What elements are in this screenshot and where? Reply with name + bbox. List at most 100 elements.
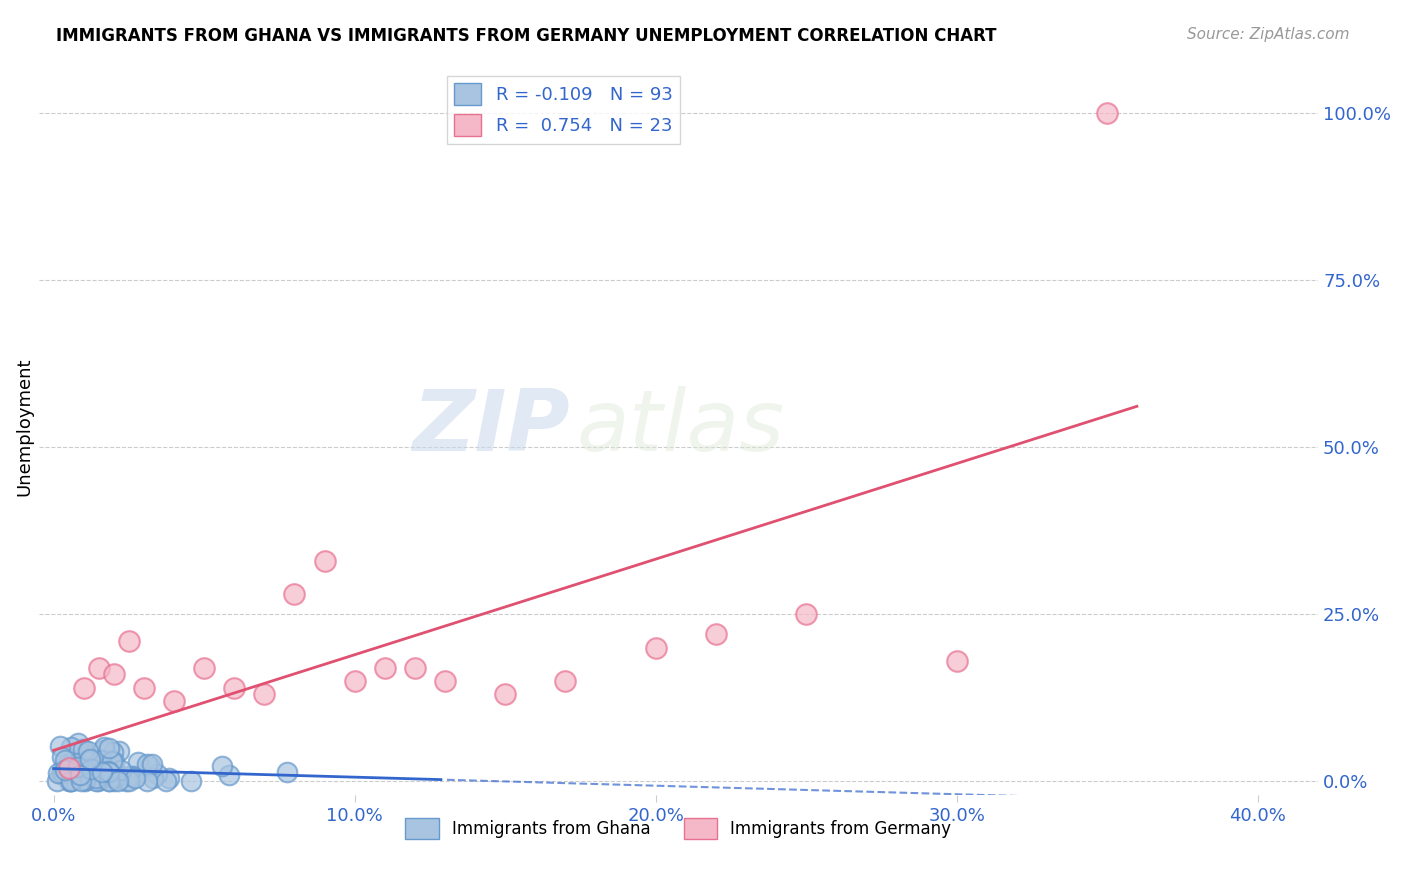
Point [100, 754, 122, 768]
Point [83, 763, 105, 777]
Point [103, 756, 125, 770]
Legend: Immigrants from Ghana, Immigrants from Germany: Immigrants from Ghana, Immigrants from G… [398, 812, 957, 846]
Point [139, 759, 162, 773]
Point [53, 753, 76, 767]
Point [58, 774, 80, 789]
Point [69, 767, 91, 781]
Point [283, 587, 305, 601]
Point [60, 772, 83, 786]
Point [404, 661, 426, 675]
Point [90, 772, 112, 787]
Point [49, 767, 72, 781]
Point [73, 763, 96, 777]
Point [118, 774, 141, 789]
Point [79, 768, 101, 782]
Point [51, 750, 73, 764]
Point [94, 765, 117, 780]
Text: ZIP: ZIP [412, 385, 569, 468]
Point [63, 755, 86, 769]
Point [98, 774, 121, 789]
Point [73, 774, 96, 789]
Point [62, 764, 84, 779]
Point [135, 774, 157, 789]
Point [84, 774, 107, 789]
Point [97, 741, 120, 756]
Point [118, 634, 141, 648]
Point [67, 756, 90, 770]
Point [704, 627, 727, 641]
Point [218, 768, 240, 782]
Point [494, 688, 516, 702]
Point [53, 764, 76, 778]
Point [52, 766, 75, 780]
Point [1097, 106, 1119, 120]
Point [93, 762, 115, 776]
Point [103, 745, 125, 759]
Point [59, 761, 82, 775]
Point [90, 753, 112, 767]
Point [644, 640, 666, 655]
Point [58, 761, 80, 775]
Point [434, 674, 457, 689]
Point [46, 774, 69, 789]
Point [75, 761, 97, 775]
Point [98, 774, 121, 789]
Point [794, 607, 817, 622]
Point [103, 770, 125, 784]
Point [110, 763, 132, 777]
Point [554, 674, 576, 689]
Point [72, 742, 94, 756]
Point [107, 774, 129, 789]
Point [79, 762, 101, 776]
Point [136, 757, 159, 772]
Point [93, 768, 115, 782]
Point [98, 764, 121, 779]
Point [55, 757, 77, 772]
Point [73, 747, 96, 761]
Point [146, 766, 169, 780]
Point [118, 769, 141, 783]
Point [91, 762, 114, 776]
Point [124, 771, 146, 785]
Point [91, 770, 114, 784]
Point [141, 756, 163, 771]
Point [103, 774, 125, 789]
Point [276, 765, 298, 780]
Point [101, 754, 124, 768]
Point [107, 768, 129, 782]
Point [193, 661, 215, 675]
Text: Source: ZipAtlas.com: Source: ZipAtlas.com [1187, 27, 1350, 42]
Point [97, 764, 120, 778]
Point [84, 769, 107, 783]
Point [66, 760, 89, 774]
Point [79, 766, 101, 780]
Point [63, 764, 86, 779]
Text: IMMIGRANTS FROM GHANA VS IMMIGRANTS FROM GERMANY UNEMPLOYMENT CORRELATION CHART: IMMIGRANTS FROM GHANA VS IMMIGRANTS FROM… [56, 27, 997, 45]
Point [60, 774, 83, 789]
Point [157, 771, 180, 785]
Point [60, 774, 83, 789]
Point [343, 674, 366, 689]
Point [55, 760, 77, 774]
Point [155, 774, 177, 789]
Point [60, 739, 83, 754]
Point [52, 762, 75, 776]
Point [103, 667, 125, 681]
Point [58, 759, 80, 773]
Text: atlas: atlas [576, 385, 785, 468]
Point [70, 774, 93, 789]
Point [52, 765, 75, 780]
Point [76, 744, 98, 758]
Point [224, 681, 246, 695]
Point [104, 769, 127, 783]
Point [115, 773, 138, 788]
Point [79, 752, 101, 766]
Point [93, 743, 115, 757]
Point [93, 740, 115, 755]
Point [87, 769, 110, 783]
Y-axis label: Unemployment: Unemployment [15, 358, 32, 497]
Point [84, 772, 107, 786]
Point [48, 765, 70, 780]
Point [253, 688, 276, 702]
Point [314, 554, 336, 568]
